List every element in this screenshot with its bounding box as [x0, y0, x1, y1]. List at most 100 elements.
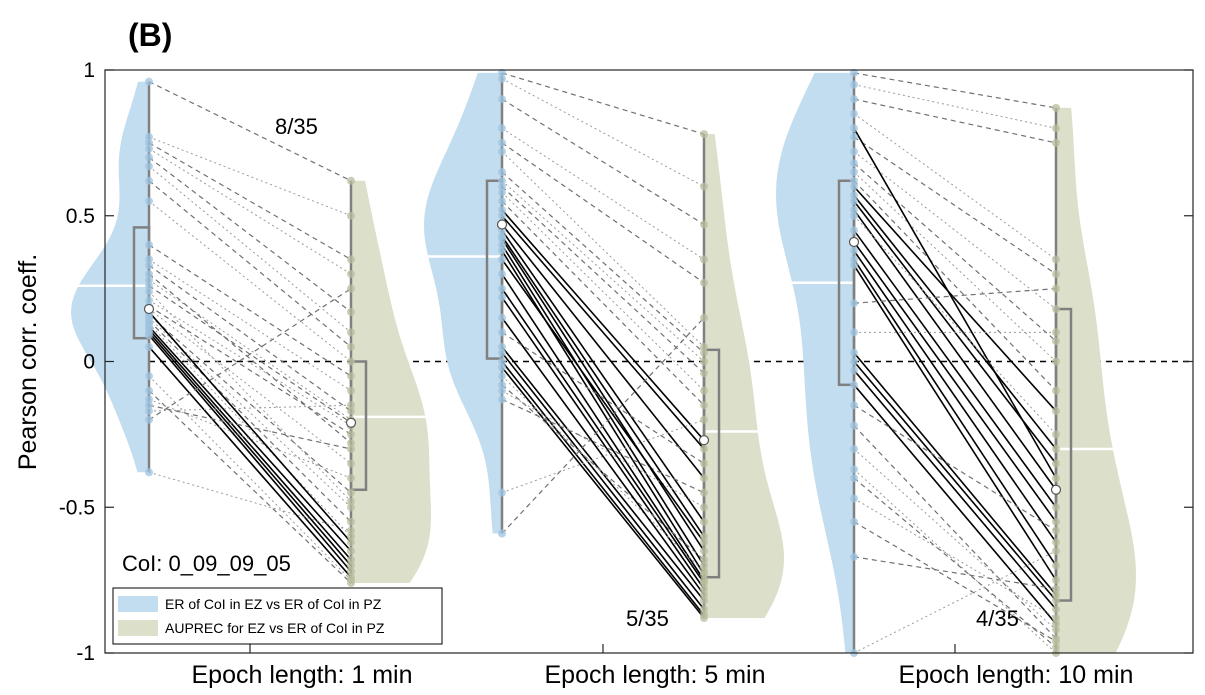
- pair-line: [148, 291, 352, 502]
- violin-series2: [704, 134, 784, 619]
- data-point-series1: [850, 197, 858, 206]
- data-point-series1: [850, 168, 858, 177]
- pair-line: [148, 142, 352, 260]
- data-point-series1: [145, 331, 153, 340]
- data-point-series1: [145, 468, 153, 477]
- pair-line: [148, 398, 352, 479]
- count-label: 5/35: [626, 606, 669, 631]
- pair-line: [148, 404, 352, 412]
- category-label: Epoch length: 5 min: [545, 661, 766, 689]
- data-point-series2: [347, 407, 355, 416]
- data-point-series2: [347, 270, 355, 279]
- data-point-series2: [1052, 430, 1060, 439]
- data-point-series2: [700, 220, 708, 229]
- data-point-series2: [347, 386, 355, 395]
- data-point-series2: [1052, 637, 1060, 646]
- violin-series1: [776, 72, 854, 653]
- data-point-series2: [347, 284, 355, 293]
- data-point-series2: [347, 307, 355, 316]
- pair-line: [853, 241, 1057, 523]
- data-point-series1: [498, 357, 506, 366]
- data-point-series2: [347, 439, 355, 448]
- data-point-series2: [1052, 619, 1060, 628]
- category-label: Epoch length: 10 min: [899, 661, 1134, 689]
- pair-line: [853, 477, 1057, 648]
- data-point-series1: [498, 395, 506, 404]
- pair-line: [853, 259, 1057, 566]
- pair-line: [501, 215, 705, 450]
- data-point-series1: [498, 188, 506, 197]
- pair-line: [148, 320, 352, 523]
- data-point-series2: [1052, 546, 1060, 555]
- pair-line: [148, 288, 352, 421]
- data-point-series2: [700, 488, 708, 497]
- pair-line: [853, 250, 1057, 543]
- pair-line: [501, 98, 705, 226]
- data-point-series1: [498, 328, 506, 337]
- pair-line: [148, 279, 352, 421]
- data-point-series1: [498, 197, 506, 206]
- pair-line: [148, 328, 352, 561]
- data-point-series1: [498, 176, 506, 185]
- data-point-series2: [700, 459, 708, 468]
- data-point-series2: [700, 584, 708, 593]
- pair-line: [148, 305, 352, 435]
- median-marker-series1: [143, 303, 155, 315]
- violin-series1: [424, 72, 502, 534]
- pair-line: [501, 273, 705, 581]
- data-point-series2: [700, 517, 708, 526]
- data-point-series1: [850, 226, 858, 235]
- data-point-series1: [498, 372, 506, 381]
- data-point-series1: [498, 488, 506, 497]
- data-point-series1: [498, 138, 506, 147]
- data-point-series2: [1052, 407, 1060, 416]
- data-point-series2: [700, 444, 708, 453]
- pair-line: [501, 209, 705, 441]
- data-point-series1: [145, 144, 153, 153]
- median-marker-series1: [496, 219, 508, 230]
- pair-line: [501, 72, 705, 135]
- pair-line: [148, 264, 352, 412]
- pair-line: [501, 171, 705, 354]
- data-point-series2: [700, 555, 708, 564]
- pair-line: [853, 194, 1057, 450]
- data-point-series2: [1052, 596, 1060, 605]
- data-point-series1: [498, 246, 506, 255]
- data-point-series2: [700, 579, 708, 588]
- pair-line: [853, 384, 1057, 625]
- data-point-series2: [1052, 459, 1060, 468]
- data-point-series2: [700, 546, 708, 555]
- data-point-series2: [700, 130, 708, 139]
- data-point-series2: [700, 357, 708, 366]
- data-point-series2: [1052, 386, 1060, 395]
- data-point-series2: [347, 459, 355, 468]
- data-point-series1: [498, 348, 506, 357]
- data-point-series2: [1052, 103, 1060, 112]
- data-point-series1: [498, 363, 506, 372]
- pair-line: [148, 136, 352, 217]
- data-point-series2: [1052, 643, 1060, 652]
- data-point-series1: [850, 95, 858, 104]
- pair-line: [853, 171, 1057, 362]
- pair-line: [501, 296, 705, 590]
- pair-line: [148, 156, 352, 313]
- pair-line: [853, 521, 1057, 642]
- data-point-series2: [1052, 590, 1060, 599]
- pair-line: [148, 308, 352, 464]
- pair-line: [501, 331, 705, 465]
- pair-line: [148, 314, 352, 494]
- data-point-series2: [1052, 474, 1060, 483]
- pair-line: [501, 223, 705, 479]
- data-point-series1: [850, 299, 858, 308]
- data-point-series2: [1052, 503, 1060, 512]
- data-point-series1: [498, 205, 506, 214]
- pair-line: [853, 136, 1057, 275]
- data-point-series1: [145, 162, 153, 171]
- pair-line: [501, 352, 705, 610]
- data-point-series1: [850, 494, 858, 503]
- data-point-series2: [347, 372, 355, 381]
- data-point-series2: [347, 211, 355, 220]
- data-point-series1: [498, 74, 506, 83]
- pair-line: [501, 229, 705, 523]
- data-point-series1: [850, 444, 858, 453]
